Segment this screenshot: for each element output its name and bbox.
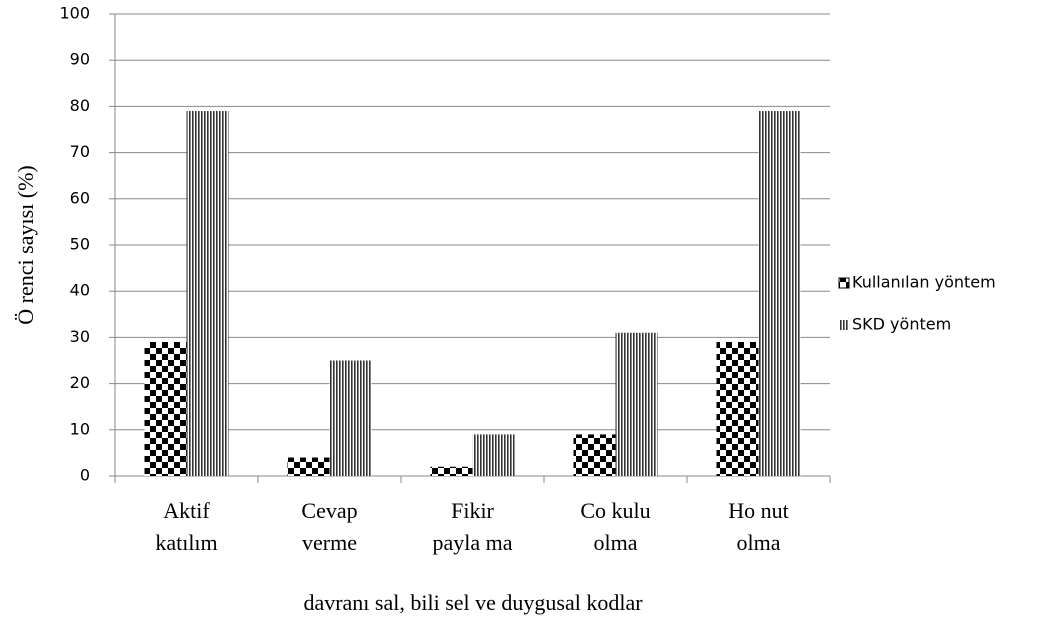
x-tick-label: Co kulu bbox=[580, 498, 650, 523]
bar bbox=[472, 434, 515, 476]
y-tick-label: 30 bbox=[70, 327, 90, 346]
x-tick-label: Aktif bbox=[163, 498, 210, 523]
x-tick-label: verme bbox=[302, 530, 357, 555]
x-tick-label: olma bbox=[737, 530, 781, 555]
bar bbox=[287, 457, 330, 476]
y-tick-label: 20 bbox=[70, 373, 90, 392]
x-tick-label: Ho nut bbox=[728, 498, 789, 523]
y-tick-label: 70 bbox=[70, 142, 90, 161]
bar bbox=[716, 342, 759, 476]
bar bbox=[430, 466, 473, 476]
bar bbox=[573, 434, 616, 476]
x-axis-title: davranı sal, bili sel ve duygusal kodlar bbox=[303, 590, 643, 615]
y-tick-label: 100 bbox=[59, 4, 90, 23]
y-tick-label: 80 bbox=[70, 96, 90, 115]
y-tick-label: 90 bbox=[70, 50, 90, 69]
y-tick-label: 60 bbox=[70, 188, 90, 207]
legend-label: SKD yöntem bbox=[852, 315, 951, 334]
x-tick-label: katılım bbox=[155, 530, 217, 555]
x-tick-label: payla ma bbox=[432, 530, 512, 555]
y-tick-label: 40 bbox=[70, 281, 90, 300]
bar bbox=[758, 111, 801, 477]
bar bbox=[329, 360, 372, 476]
y-axis-title: Ö renci sayısı (%) bbox=[13, 165, 38, 324]
y-tick-label: 50 bbox=[70, 235, 90, 254]
legend-swatch bbox=[839, 320, 849, 330]
bar bbox=[144, 342, 187, 476]
bar bbox=[186, 111, 229, 477]
y-tick-label: 0 bbox=[80, 466, 90, 485]
bar bbox=[615, 332, 658, 476]
x-tick-label: Fikir bbox=[451, 498, 494, 523]
x-tick-label: olma bbox=[594, 530, 638, 555]
legend-label: Kullanılan yöntem bbox=[852, 273, 996, 292]
legend-swatch bbox=[838, 277, 850, 289]
x-tick-label: Cevap bbox=[301, 498, 357, 523]
y-tick-label: 10 bbox=[70, 419, 90, 438]
